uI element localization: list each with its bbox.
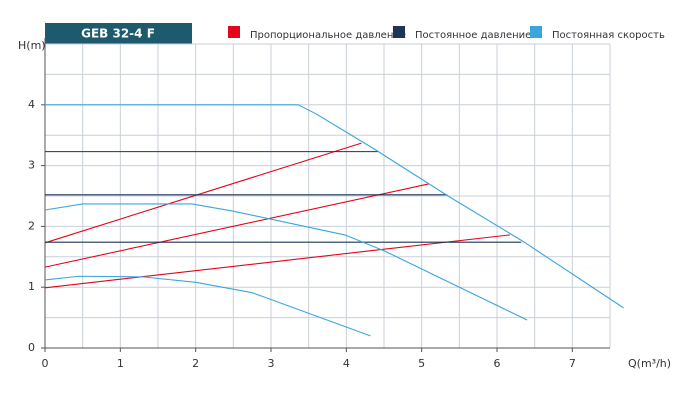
legend-label: Постоянная скорость — [552, 30, 665, 41]
curve — [44, 142, 362, 244]
y-tick-label: 4 — [28, 98, 35, 111]
legend-swatch — [228, 26, 240, 38]
x-tick-label: 7 — [569, 357, 576, 370]
y-axis-label: H(m) — [18, 39, 46, 52]
title-tab — [45, 23, 192, 44]
curve — [44, 234, 510, 289]
curve — [44, 275, 371, 337]
x-tick-label: 2 — [192, 357, 199, 370]
x-tick-label: 4 — [343, 357, 350, 370]
y-tick-label: 2 — [28, 219, 35, 232]
legend-swatch — [530, 26, 542, 38]
curve — [45, 104, 624, 309]
legend-label: Постоянное давление — [415, 30, 531, 41]
x-axis-label: Q(m³/h) — [628, 357, 671, 370]
y-tick-label: 0 — [28, 341, 35, 354]
curve — [44, 183, 430, 268]
x-tick-label: 5 — [418, 357, 425, 370]
x-tick-label: 1 — [117, 357, 124, 370]
x-tick-label: 6 — [494, 357, 501, 370]
y-tick-label: 1 — [28, 280, 35, 293]
x-tick-label: 0 — [42, 357, 49, 370]
legend-swatch — [393, 26, 405, 38]
chart-title: GEB 32-4 F — [81, 27, 155, 41]
y-tick-label: 3 — [28, 159, 35, 172]
x-tick-label: 3 — [268, 357, 275, 370]
curve — [44, 203, 528, 321]
legend-label: Пропорциональное давление — [250, 30, 406, 41]
